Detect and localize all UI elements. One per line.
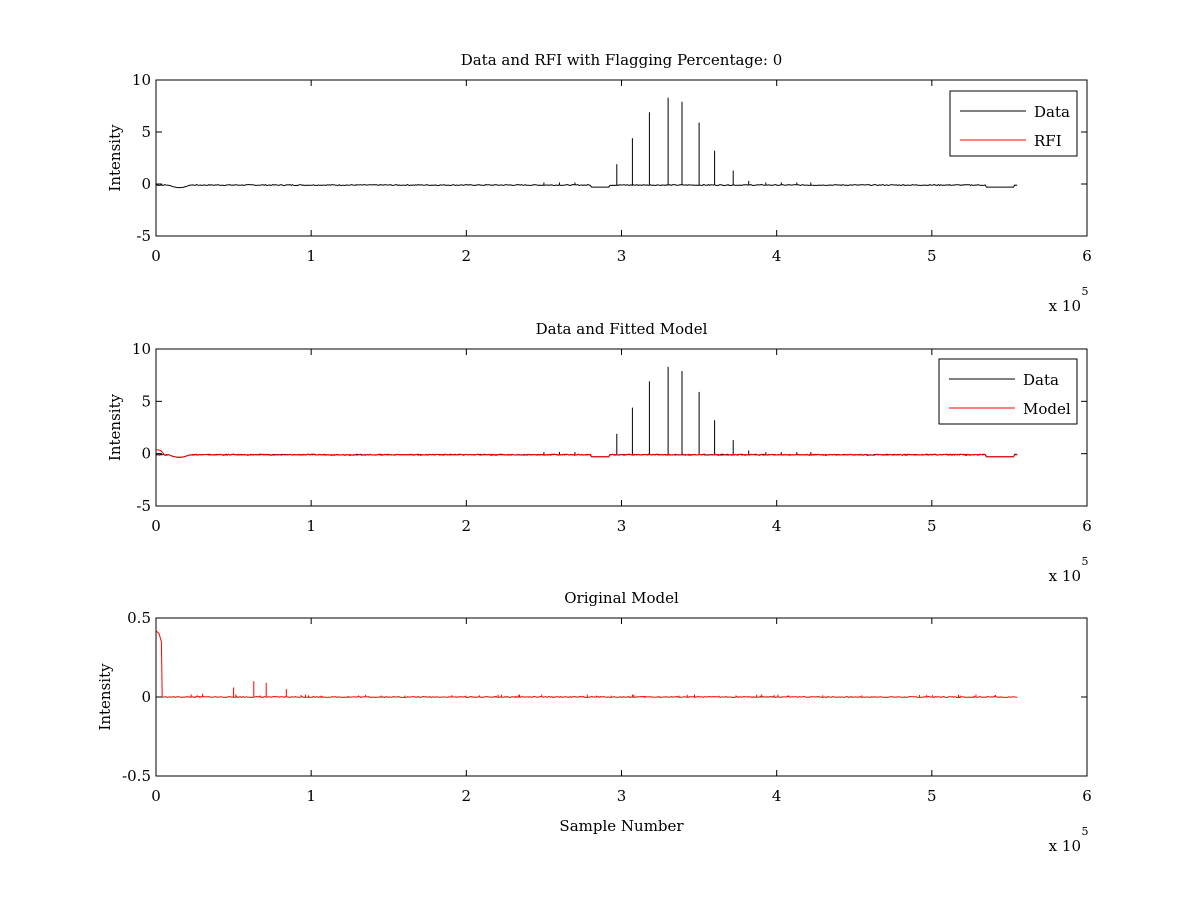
x-tick-label: 2 xyxy=(462,787,472,805)
plot-area xyxy=(155,348,1088,507)
x-tick-label: 5 xyxy=(927,247,937,265)
x-tick-label: 5 xyxy=(927,787,937,805)
y-tick-label: 0 xyxy=(141,175,151,193)
legend: Data Model xyxy=(938,358,1078,425)
y-axis-label: Intensity xyxy=(106,124,124,192)
legend: Data RFI xyxy=(949,90,1078,157)
x-tick-label: 4 xyxy=(772,787,782,805)
y-tick-label: 5 xyxy=(141,392,151,410)
x-tick-label: 2 xyxy=(462,517,472,535)
legend-entry: RFI xyxy=(1034,132,1062,150)
x-tick-label: 0 xyxy=(151,787,161,805)
chart-panel-1: Data and RFI with Flagging Percentage: 0… xyxy=(106,51,1092,315)
y-axis-label: Intensity xyxy=(96,663,114,731)
x-tick-label: 1 xyxy=(306,247,316,265)
x-tick-label: 6 xyxy=(1082,787,1092,805)
x-axis-label: Sample Number xyxy=(559,817,684,835)
x-multiplier: x 10 xyxy=(1049,297,1081,315)
chart-panel-3: Original Model Intensity Sample Number 0 1 2 3… xyxy=(96,589,1092,855)
chart-title: Original Model xyxy=(564,589,679,607)
chart-title: Data and RFI with Flagging Percentage: 0 xyxy=(461,51,783,69)
plot-area xyxy=(155,79,1088,237)
y-tick-label: 0.5 xyxy=(127,609,151,627)
x-tick-label: 3 xyxy=(617,517,627,535)
series-original-model xyxy=(155,630,1018,699)
series-trace xyxy=(156,184,1018,189)
legend-entry: Data xyxy=(1034,103,1070,121)
legend-entry: Data xyxy=(1023,371,1059,389)
x-multiplier: x 10 xyxy=(1049,837,1081,855)
x-tick-label: 4 xyxy=(772,517,782,535)
y-tick-label: -0.5 xyxy=(122,767,151,785)
x-tick-label: 6 xyxy=(1082,247,1092,265)
y-tick-label: 0 xyxy=(141,445,151,463)
x-multiplier-exponent: 5 xyxy=(1082,825,1089,838)
x-tick-label: 0 xyxy=(151,517,161,535)
x-multiplier-exponent: 5 xyxy=(1082,555,1089,568)
legend-entry: Model xyxy=(1023,400,1071,418)
series-data xyxy=(156,97,1018,189)
x-tick-label: 3 xyxy=(617,247,627,265)
x-tick-label: 2 xyxy=(462,247,472,265)
x-tick-label: 5 xyxy=(927,517,937,535)
y-tick-label: 5 xyxy=(141,123,151,141)
legend-box xyxy=(938,358,1078,425)
x-tick-label: 1 xyxy=(306,787,316,805)
y-tick-label: 10 xyxy=(132,71,151,89)
x-tick-label: 0 xyxy=(151,247,161,265)
chart-title: Data and Fitted Model xyxy=(536,320,708,338)
y-tick-label: 10 xyxy=(132,340,151,358)
y-axis-label: Intensity xyxy=(106,393,124,461)
x-multiplier-exponent: 5 xyxy=(1082,285,1089,298)
series-trace xyxy=(155,449,1018,458)
y-tick-label: 0 xyxy=(141,688,151,706)
legend-box xyxy=(949,90,1078,157)
x-tick-label: 3 xyxy=(617,787,627,805)
x-multiplier: x 10 xyxy=(1049,567,1081,585)
x-tick-label: 6 xyxy=(1082,517,1092,535)
y-tick-label: -5 xyxy=(136,227,151,245)
x-tick-label: 4 xyxy=(772,247,782,265)
y-tick-label: -5 xyxy=(136,497,151,515)
x-tick-label: 1 xyxy=(306,517,316,535)
series-model xyxy=(155,449,1018,458)
